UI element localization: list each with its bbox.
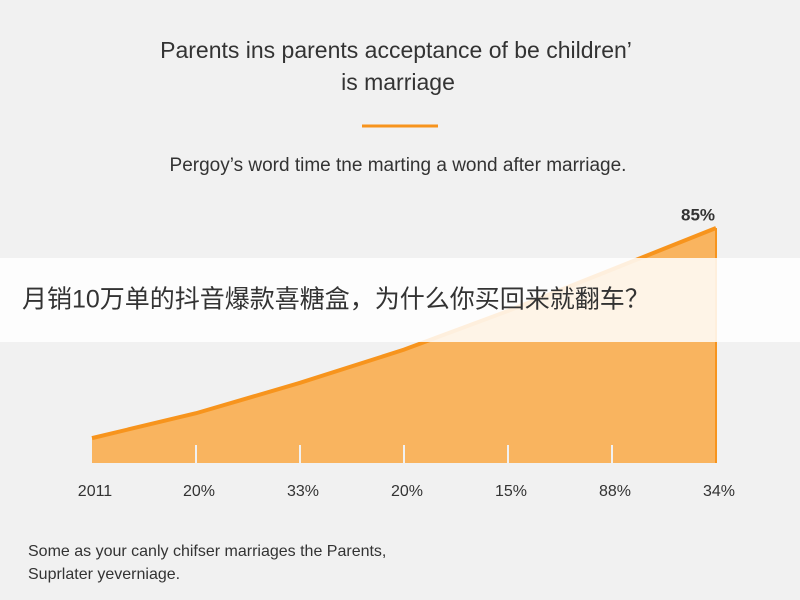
chart-subtitle: Pergoy’s word time tne marting a wond af… <box>170 155 627 176</box>
plot: 2011 20% 33% 20% 15% 88% 34% 85% <box>78 205 735 500</box>
banner-background <box>0 258 800 342</box>
x-tick-label: 88% <box>599 483 631 500</box>
x-tick-label: 20% <box>183 483 215 500</box>
banner-text: 月销10万单的抖音爆款喜糖盒，为什么你买回来就翻车？ <box>22 286 650 314</box>
chart-title: Parents ins parents acceptance of be chi… <box>160 37 632 63</box>
chart-title: is marriage <box>341 69 455 95</box>
x-tick-label: 33% <box>287 483 319 500</box>
chart-note: Some as your canly chifser marriages the… <box>28 543 386 560</box>
x-tick-label: 34% <box>703 483 735 500</box>
chart-note: Suprlater yeverniage. <box>28 566 180 583</box>
x-tick-label: 20% <box>391 483 423 500</box>
area <box>92 228 716 463</box>
x-tick-label: 15% <box>495 483 527 500</box>
x-tick-label: 2011 <box>78 483 113 500</box>
value-label: 85% <box>681 205 715 224</box>
